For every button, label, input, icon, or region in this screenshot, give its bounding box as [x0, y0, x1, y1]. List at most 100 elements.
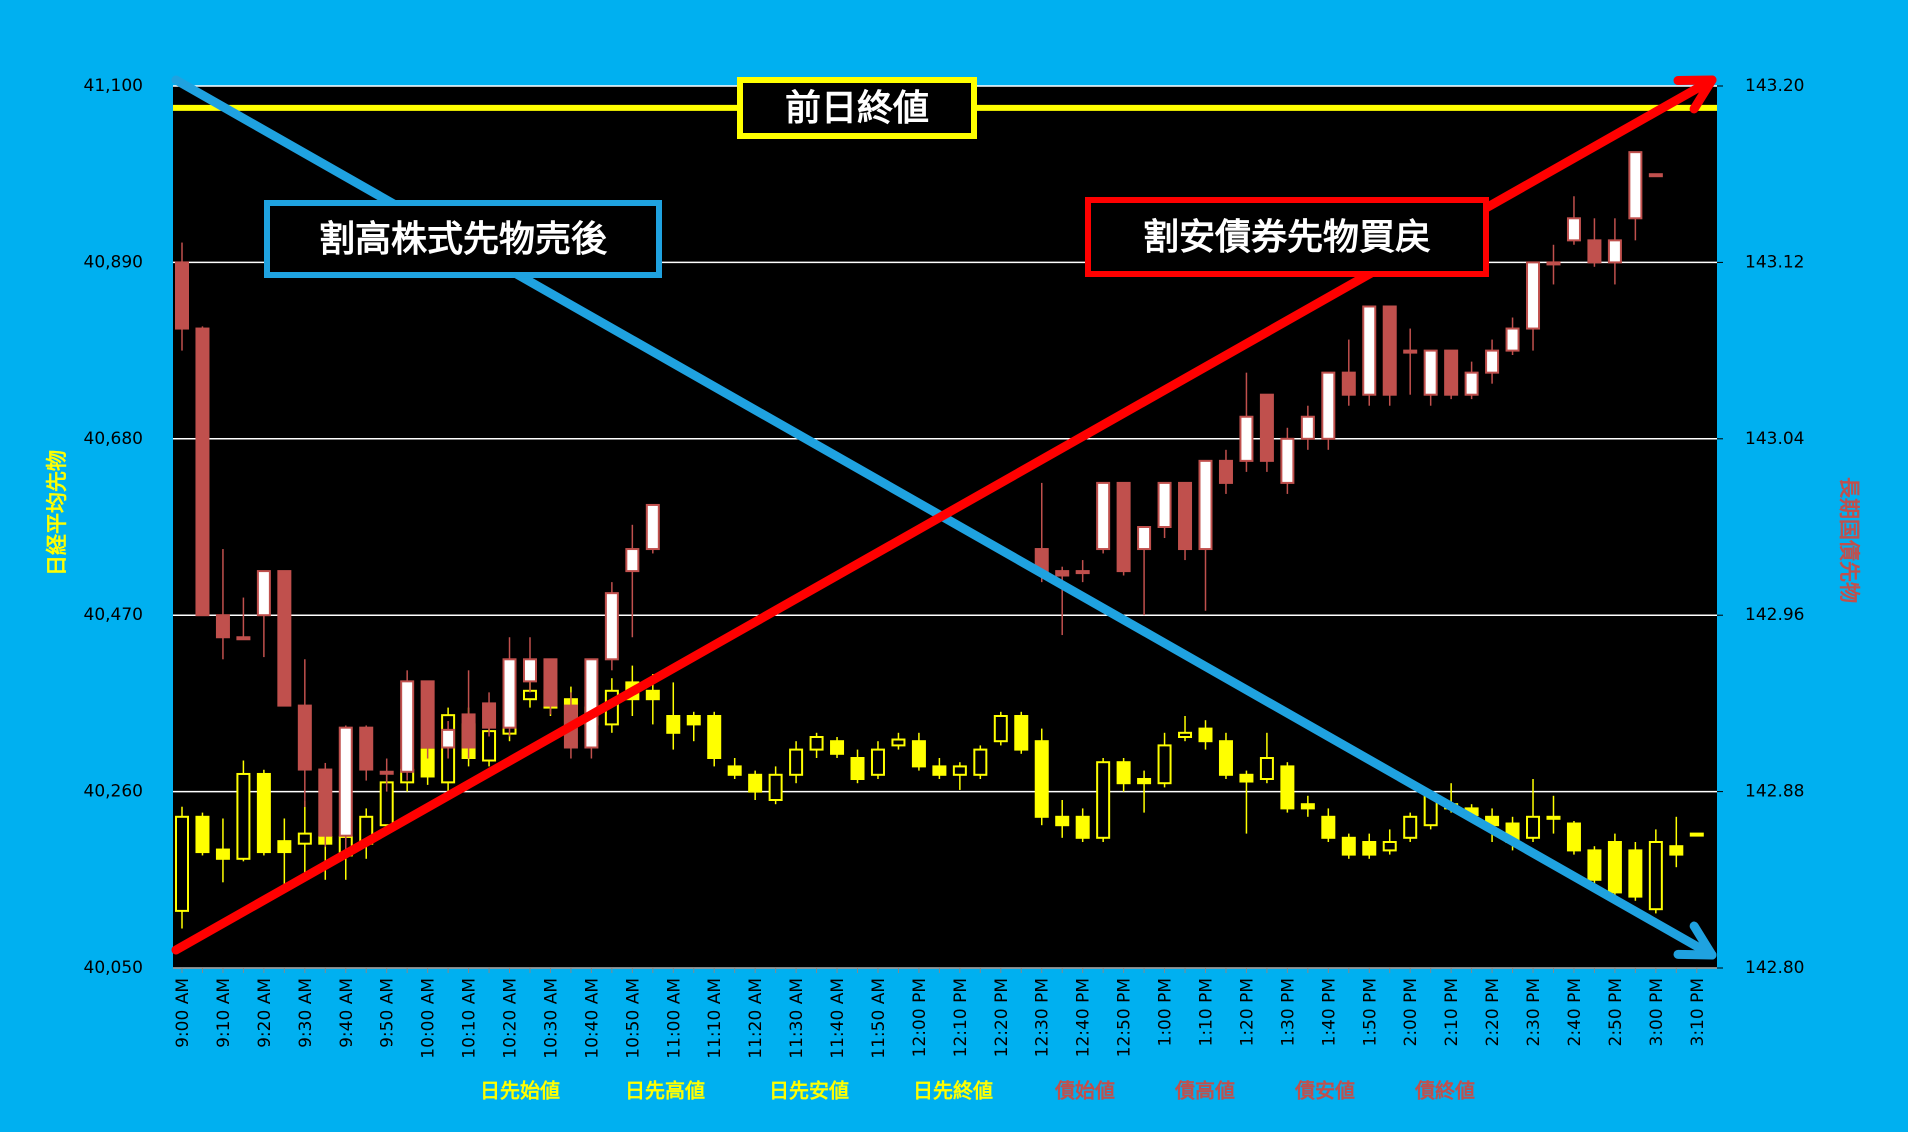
legend-label: 日先始値: [480, 1079, 560, 1103]
candle-body: [666, 715, 681, 734]
x-tick-label: 11:40 AM: [828, 978, 848, 1059]
candle-body: [1055, 570, 1070, 577]
candle-body: [748, 773, 763, 793]
y2-axis-title: 長期国債先物: [1837, 477, 1861, 603]
x-tick-label: 10:00 AM: [419, 978, 439, 1059]
candle-body: [584, 658, 599, 749]
legend-label: 日先安値: [769, 1079, 849, 1103]
candle-body: [1096, 481, 1111, 551]
arrow-head: [1673, 921, 1717, 960]
annotation-box: [1085, 197, 1489, 277]
x-tick-label: 10:40 AM: [582, 978, 602, 1059]
legend-label: 日先終値: [913, 1079, 993, 1103]
candle-body: [1178, 731, 1193, 738]
x-tick-label: 12:50 PM: [1115, 978, 1135, 1057]
candle-body: [1259, 757, 1274, 780]
x-tick-label: 12:40 PM: [1074, 978, 1094, 1057]
candle-body: [891, 738, 906, 747]
x-tick-label: 12:30 PM: [1033, 978, 1053, 1057]
candle-body: [338, 726, 353, 837]
x-tick-label: 1:50 PM: [1360, 978, 1380, 1047]
candle-body: [1218, 459, 1233, 484]
annotation-text: 割安債券先物買戻: [1143, 217, 1431, 258]
candle-body: [1382, 841, 1397, 852]
candle-body: [604, 592, 619, 661]
candle-body: [1669, 845, 1684, 856]
y2-tick-label: 142.96: [1745, 605, 1804, 625]
candle-body: [175, 815, 189, 912]
y-tick-label: 40,890: [84, 252, 143, 272]
candle-body: [1280, 437, 1295, 484]
x-tick-label: 9:10 AM: [214, 978, 234, 1048]
candle-body: [379, 770, 394, 775]
x-tick-label: 10:30 AM: [541, 978, 561, 1059]
candle-body: [1628, 849, 1643, 898]
x-tick-label: 11:50 AM: [869, 978, 889, 1059]
candle-body: [1362, 841, 1377, 856]
x-tick-label: 1:20 PM: [1237, 978, 1257, 1047]
candle-body: [1628, 151, 1643, 220]
candle-body: [768, 773, 783, 801]
annotation-text: 割高株式先物売後: [319, 219, 608, 260]
legend-label: 債安値: [1294, 1079, 1355, 1103]
candle-body: [1116, 481, 1131, 573]
x-tick-label: 12:20 PM: [992, 978, 1012, 1057]
x-tick-label: 2:10 PM: [1442, 978, 1462, 1047]
candle-body: [175, 261, 189, 330]
x-tick-label: 12:00 PM: [910, 978, 930, 1057]
x-tick-label: 1:10 PM: [1197, 978, 1217, 1047]
candle-body: [1689, 832, 1704, 837]
candle-body: [952, 765, 967, 776]
candle-body: [359, 726, 374, 771]
x-tick-label: 2:20 PM: [1483, 978, 1503, 1047]
candle-body: [1648, 173, 1663, 178]
candle-body: [973, 748, 988, 776]
candle-body: [1075, 570, 1090, 575]
x-tick-label: 10:10 AM: [460, 978, 480, 1059]
legend-label: 債終値: [1414, 1079, 1475, 1103]
candle-body: [911, 740, 926, 768]
x-tick-label: 9:00 AM: [173, 978, 193, 1048]
candle-body: [1546, 815, 1561, 820]
x-tick-label: 3:10 PM: [1688, 978, 1708, 1047]
candle-body: [1546, 261, 1561, 266]
x-tick-label: 10:50 AM: [623, 978, 643, 1059]
y-tick-label: 41,100: [84, 76, 143, 96]
candle-body: [195, 815, 210, 854]
candle-body: [277, 840, 292, 854]
candle-body: [727, 765, 742, 776]
x-tick-label: 1:30 PM: [1278, 978, 1298, 1047]
candle-body: [1096, 761, 1111, 839]
candle-body: [1403, 815, 1418, 839]
candle-body: [297, 704, 312, 771]
y-tick-label: 40,470: [84, 605, 143, 625]
candle-body: [522, 658, 537, 683]
candle-body: [482, 702, 497, 729]
x-tick-label: 2:40 PM: [1565, 978, 1585, 1047]
candle-body: [1239, 773, 1254, 783]
candle-body: [1218, 740, 1233, 776]
candle-body: [420, 680, 435, 749]
candle-body: [1607, 239, 1622, 264]
x-tick-label: 9:30 AM: [296, 978, 316, 1048]
x-tick-label: 2:50 PM: [1606, 978, 1626, 1047]
candle-body: [1157, 744, 1172, 785]
x-tick-label: 9:20 AM: [255, 978, 275, 1048]
x-tick-label: 2:30 PM: [1524, 978, 1544, 1047]
candle-body: [645, 689, 660, 701]
candle-body: [1566, 822, 1581, 852]
candle-body: [993, 715, 1008, 743]
candle-body: [1178, 481, 1193, 551]
annotation-box: [264, 200, 662, 278]
candle-body: [1198, 459, 1213, 551]
candle-body: [461, 713, 476, 749]
candle-body: [1444, 349, 1459, 396]
candle-body: [1259, 393, 1274, 462]
x-tick-label: 11:20 AM: [746, 978, 766, 1059]
x-tick-label: 2:00 PM: [1401, 978, 1421, 1047]
candle-body: [441, 728, 456, 749]
candle-body: [1526, 261, 1541, 330]
candle-body: [1382, 305, 1397, 396]
candle-body: [543, 658, 558, 707]
